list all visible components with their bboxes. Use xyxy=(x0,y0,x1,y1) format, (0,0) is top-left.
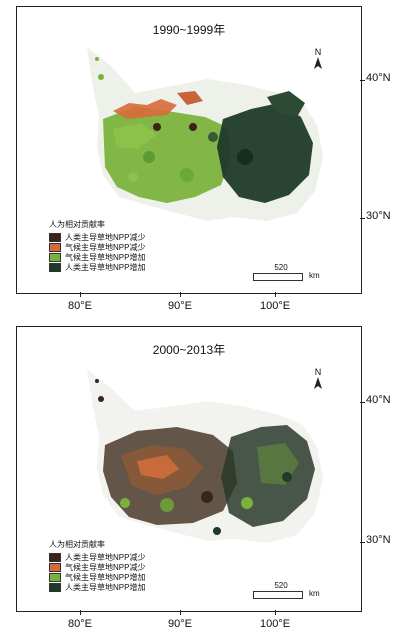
legend-swatch xyxy=(49,232,61,242)
legend-label: 气候主导草地NPP减少 xyxy=(65,562,146,572)
lat-label-30n: 30°N xyxy=(366,210,391,222)
map-title: 2000~2013年 xyxy=(152,343,226,357)
north-arrow-icon xyxy=(314,377,322,389)
legend-item: 人类主导草地NPP减少 xyxy=(49,232,145,242)
legend-item: 气候主导草地NPP减少 xyxy=(49,562,145,572)
lat-label-40n: 40°N xyxy=(366,72,391,84)
legend-swatch xyxy=(49,572,61,582)
scale-value: 520 xyxy=(274,263,288,272)
legend: 人为相对贡献率 人类主导草地NPP减少 气候主导草地NPP减少 气候主导草地NP… xyxy=(49,219,145,272)
legend-title: 人为相对贡献率 xyxy=(49,540,105,549)
north-label: N xyxy=(314,47,322,57)
north-arrow: N xyxy=(311,367,325,389)
legend-label: 气候主导草地NPP增加 xyxy=(65,252,146,262)
legend-label: 人类主导草地NPP增加 xyxy=(65,262,146,272)
legend-title: 人为相对贡献率 xyxy=(49,220,105,229)
scale-unit: km xyxy=(309,589,320,598)
legend-label: 人类主导草地NPP减少 xyxy=(65,552,146,562)
lat-tick xyxy=(360,542,365,543)
npp-contribution-map xyxy=(87,369,323,543)
legend-swatch xyxy=(49,582,61,592)
lon-label-90e: 90°E xyxy=(168,300,192,312)
lon-tick xyxy=(275,610,276,615)
lon-tick xyxy=(80,292,81,297)
lon-label-80e: 80°E xyxy=(68,618,92,630)
lon-label-100e: 100°E xyxy=(259,618,291,630)
legend-swatch xyxy=(49,552,61,562)
npp-contribution-map xyxy=(87,47,323,221)
lat-label-30n: 30°N xyxy=(366,534,391,546)
lat-label-40n: 40°N xyxy=(366,394,391,406)
legend: 人为相对贡献率 人类主导草地NPP减少 气候主导草地NPP减少 气候主导草地NP… xyxy=(49,539,145,592)
lon-tick xyxy=(275,292,276,297)
legend-item: 气候主导草地NPP减少 xyxy=(49,242,145,252)
legend-swatch xyxy=(49,562,61,572)
north-label: N xyxy=(314,367,322,377)
legend-item: 人类主导草地NPP减少 xyxy=(49,552,145,562)
legend-label: 气候主导草地NPP减少 xyxy=(65,242,146,252)
map-title: 1990~1999年 xyxy=(152,23,226,37)
lon-label-80e: 80°E xyxy=(68,300,92,312)
scale-value: 520 xyxy=(274,581,288,590)
legend-label: 人类主导草地NPP增加 xyxy=(65,582,146,592)
legend-item: 人类主导草地NPP增加 xyxy=(49,262,145,272)
legend-label: 人类主导草地NPP减少 xyxy=(65,232,146,242)
legend-swatch xyxy=(49,252,61,262)
legend-item: 人类主导草地NPP增加 xyxy=(49,582,145,592)
lat-tick xyxy=(360,402,365,403)
legend-label: 气候主导草地NPP增加 xyxy=(65,572,146,582)
legend-swatch xyxy=(49,262,61,272)
lon-label-100e: 100°E xyxy=(259,300,291,312)
legend-swatch xyxy=(49,242,61,252)
north-arrow-icon xyxy=(314,57,322,69)
map-panel-2000s: 2000~2013年 N 人为相对贡献率 人类主导草地NPP减少 气候主导草地N… xyxy=(16,326,362,612)
north-arrow: N xyxy=(311,47,325,69)
scale-unit: km xyxy=(309,271,320,280)
lon-tick xyxy=(80,610,81,615)
legend-item: 气候主导草地NPP增加 xyxy=(49,572,145,582)
legend-item: 气候主导草地NPP增加 xyxy=(49,252,145,262)
scale-box xyxy=(253,591,303,599)
scale-box xyxy=(253,273,303,281)
lat-tick xyxy=(360,218,365,219)
lat-tick xyxy=(360,80,365,81)
lon-tick xyxy=(180,610,181,615)
lon-label-90e: 90°E xyxy=(168,618,192,630)
map-panel-1990s: 1990~1999年 N 人为相对贡献率 人类主导草地NPP减少 气候主导草地N… xyxy=(16,6,362,294)
lon-tick xyxy=(180,292,181,297)
